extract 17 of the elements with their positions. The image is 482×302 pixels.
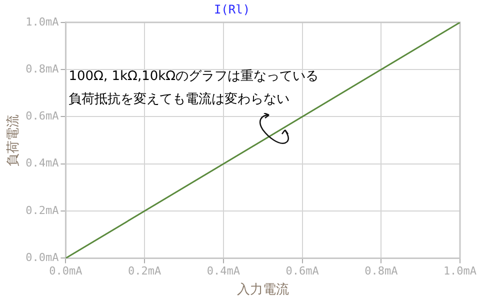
y-tick-label: 0.0mA — [26, 251, 60, 264]
y-tick-label: 1.0mA — [26, 15, 60, 28]
x-tick-label: 0.0mA — [49, 264, 83, 278]
y-tick-label: 0.8mA — [26, 62, 60, 76]
y-tick-label: 0.6mA — [26, 110, 60, 123]
chart-title: I(Rl) — [214, 2, 250, 16]
x-tick-label: 0.8mA — [364, 264, 398, 278]
y-tick-label: 0.4mA — [26, 156, 60, 170]
x-tick-label: 1.0mA — [443, 264, 477, 278]
annotation: 負荷抵抗を変えても電流は変わらない — [68, 90, 290, 107]
x-tick-label: 0.2mA — [128, 264, 162, 278]
y-axis-title: 負荷電流 — [5, 114, 22, 166]
x-tick-label: 0.6mA — [286, 264, 320, 278]
x-tick-label: 0.4mA — [206, 264, 240, 278]
annotation: 100Ω, 1kΩ,10kΩのグラフは重なっている — [68, 68, 319, 84]
x-axis-title: 入力電流 — [236, 282, 289, 298]
y-tick-label: 0.2mA — [26, 204, 60, 217]
